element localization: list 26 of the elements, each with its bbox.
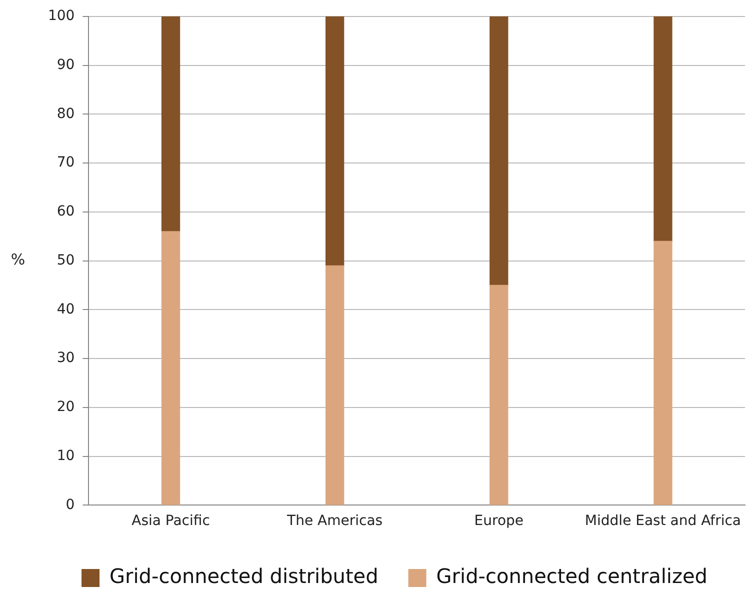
bar (490, 16, 508, 286)
bar (654, 16, 672, 242)
x-tick-label: Asia Pacific (132, 513, 210, 530)
x-tick-label: Europe (474, 513, 524, 530)
y-axis-title: % (10, 250, 26, 269)
bar (654, 240, 672, 506)
bar (490, 284, 508, 506)
y-tick-label: 0 (66, 496, 75, 513)
bar (161, 231, 180, 506)
x-tick-label: The Americas (286, 513, 383, 530)
y-tick-label: 50 (56, 252, 75, 268)
y-tick-label: 10 (56, 448, 75, 464)
y-tick-label: 100 (48, 8, 75, 24)
bar (325, 265, 344, 506)
y-tick-label: 30 (56, 350, 75, 366)
y-tick-label: 60 (56, 204, 75, 220)
bar (325, 16, 344, 266)
y-tick-label: 20 (56, 399, 75, 416)
y-tick-label: 80 (56, 106, 75, 122)
y-tick-label: 40 (56, 301, 75, 318)
y-tick-label: 70 (56, 154, 75, 171)
bar (161, 16, 180, 232)
y-tick-label: 90 (56, 56, 75, 73)
x-tick-label: Middle East and Africa (584, 513, 742, 530)
legend-label: Grid-connected distributed (110, 564, 378, 588)
legend-label: Grid-connected centralized (436, 564, 708, 588)
